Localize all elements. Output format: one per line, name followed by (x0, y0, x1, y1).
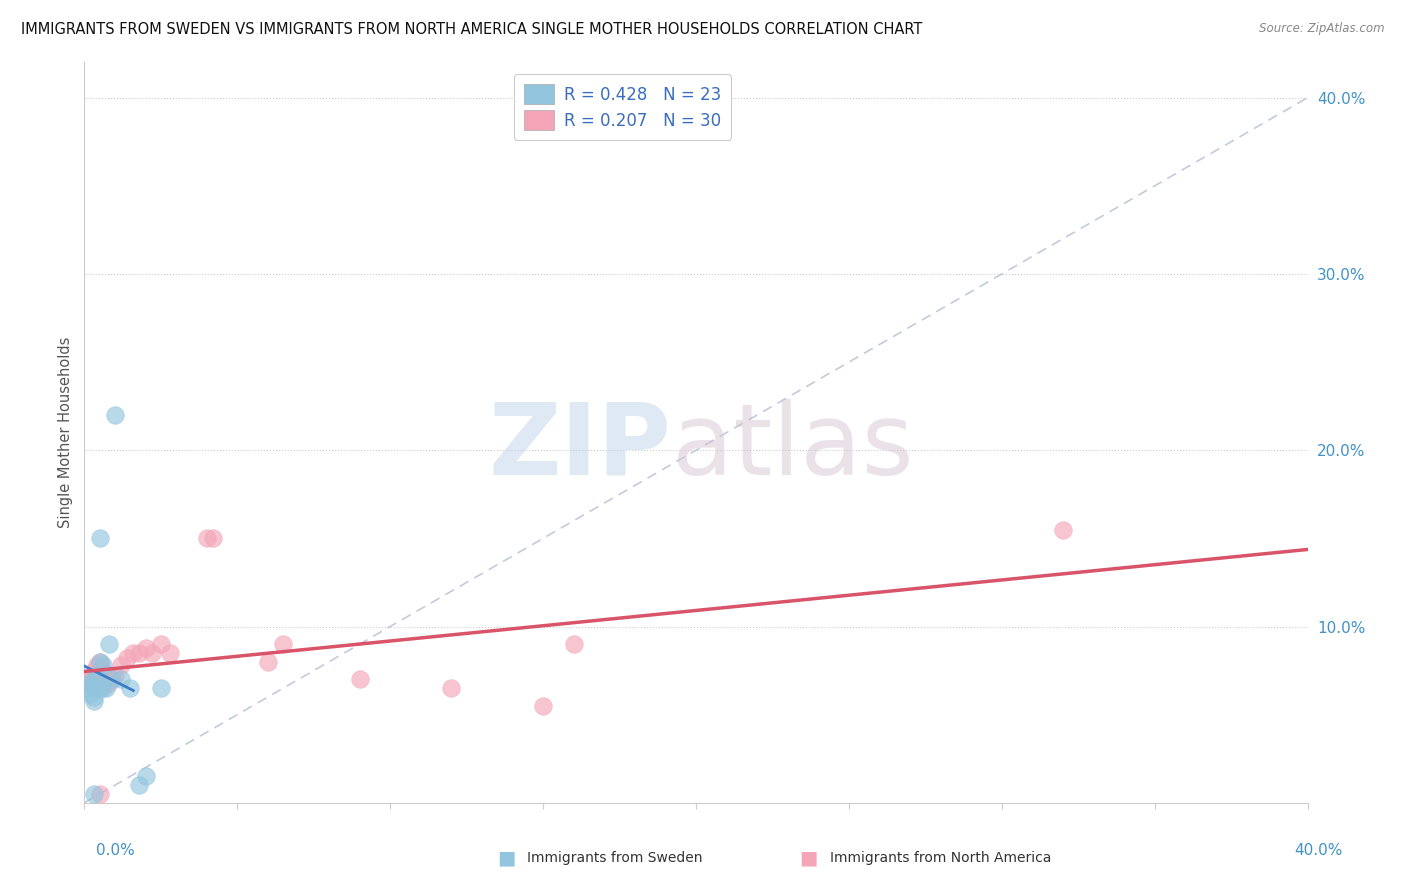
Point (149, 681, 172, 696)
Point (91, 658, 114, 673)
Point (562, 637, 585, 651)
Point (89, 681, 111, 696)
Point (101, 673, 124, 687)
Text: atlas: atlas (672, 399, 912, 496)
Point (91, 664, 114, 678)
Point (86, 658, 108, 673)
Point (531, 698, 554, 713)
Point (122, 646, 145, 660)
Point (86, 669, 108, 683)
Point (135, 769, 157, 783)
Text: 40.0%: 40.0% (1295, 843, 1343, 858)
Point (79, 676, 101, 690)
Point (89, 655, 111, 669)
Text: IMMIGRANTS FROM SWEDEN VS IMMIGRANTS FROM NORTH AMERICA SINGLE MOTHER HOUSEHOLDS: IMMIGRANTS FROM SWEDEN VS IMMIGRANTS FRO… (21, 22, 922, 37)
Point (128, 646, 150, 660)
Point (97, 676, 120, 690)
Point (83, 690, 105, 704)
Point (201, 532, 224, 546)
Text: Source: ZipAtlas.com: Source: ZipAtlas.com (1260, 22, 1385, 36)
Y-axis label: Single Mother Households: Single Mother Households (58, 337, 73, 528)
Point (349, 673, 371, 687)
Point (271, 637, 294, 651)
Point (76, 681, 98, 696)
Text: Immigrants from Sweden: Immigrants from Sweden (527, 851, 703, 865)
Point (159, 646, 181, 660)
Point (83, 787, 105, 801)
Point (91, 681, 114, 696)
Point (101, 673, 124, 687)
Text: 0.0%: 0.0% (96, 843, 135, 858)
Point (89, 787, 111, 801)
Text: ■: ■ (496, 848, 516, 868)
Point (128, 778, 150, 792)
Text: ■: ■ (799, 848, 818, 868)
Point (94, 667, 117, 681)
Point (79, 686, 101, 700)
Point (83, 693, 105, 707)
Point (195, 532, 218, 546)
Point (83, 664, 105, 678)
Point (110, 658, 132, 673)
Point (83, 681, 105, 696)
Point (110, 673, 132, 687)
Point (440, 681, 463, 696)
Point (89, 681, 111, 696)
Point (97, 637, 120, 651)
Point (135, 640, 157, 655)
Point (89, 532, 111, 546)
Point (94, 681, 117, 696)
Point (79, 673, 101, 687)
Point (1052, 523, 1074, 537)
Point (89, 655, 111, 669)
Point (120, 681, 142, 696)
Point (115, 651, 138, 665)
Point (76, 676, 98, 690)
Point (83, 673, 105, 687)
Point (83, 669, 105, 683)
Point (257, 655, 280, 669)
Point (149, 637, 172, 651)
Text: Immigrants from North America: Immigrants from North America (830, 851, 1050, 865)
Legend: R = 0.428   N = 23, R = 0.207   N = 30: R = 0.428 N = 23, R = 0.207 N = 30 (515, 74, 731, 140)
Point (141, 646, 163, 660)
Point (104, 408, 127, 422)
Point (104, 669, 127, 683)
Text: ZIP: ZIP (489, 399, 672, 496)
